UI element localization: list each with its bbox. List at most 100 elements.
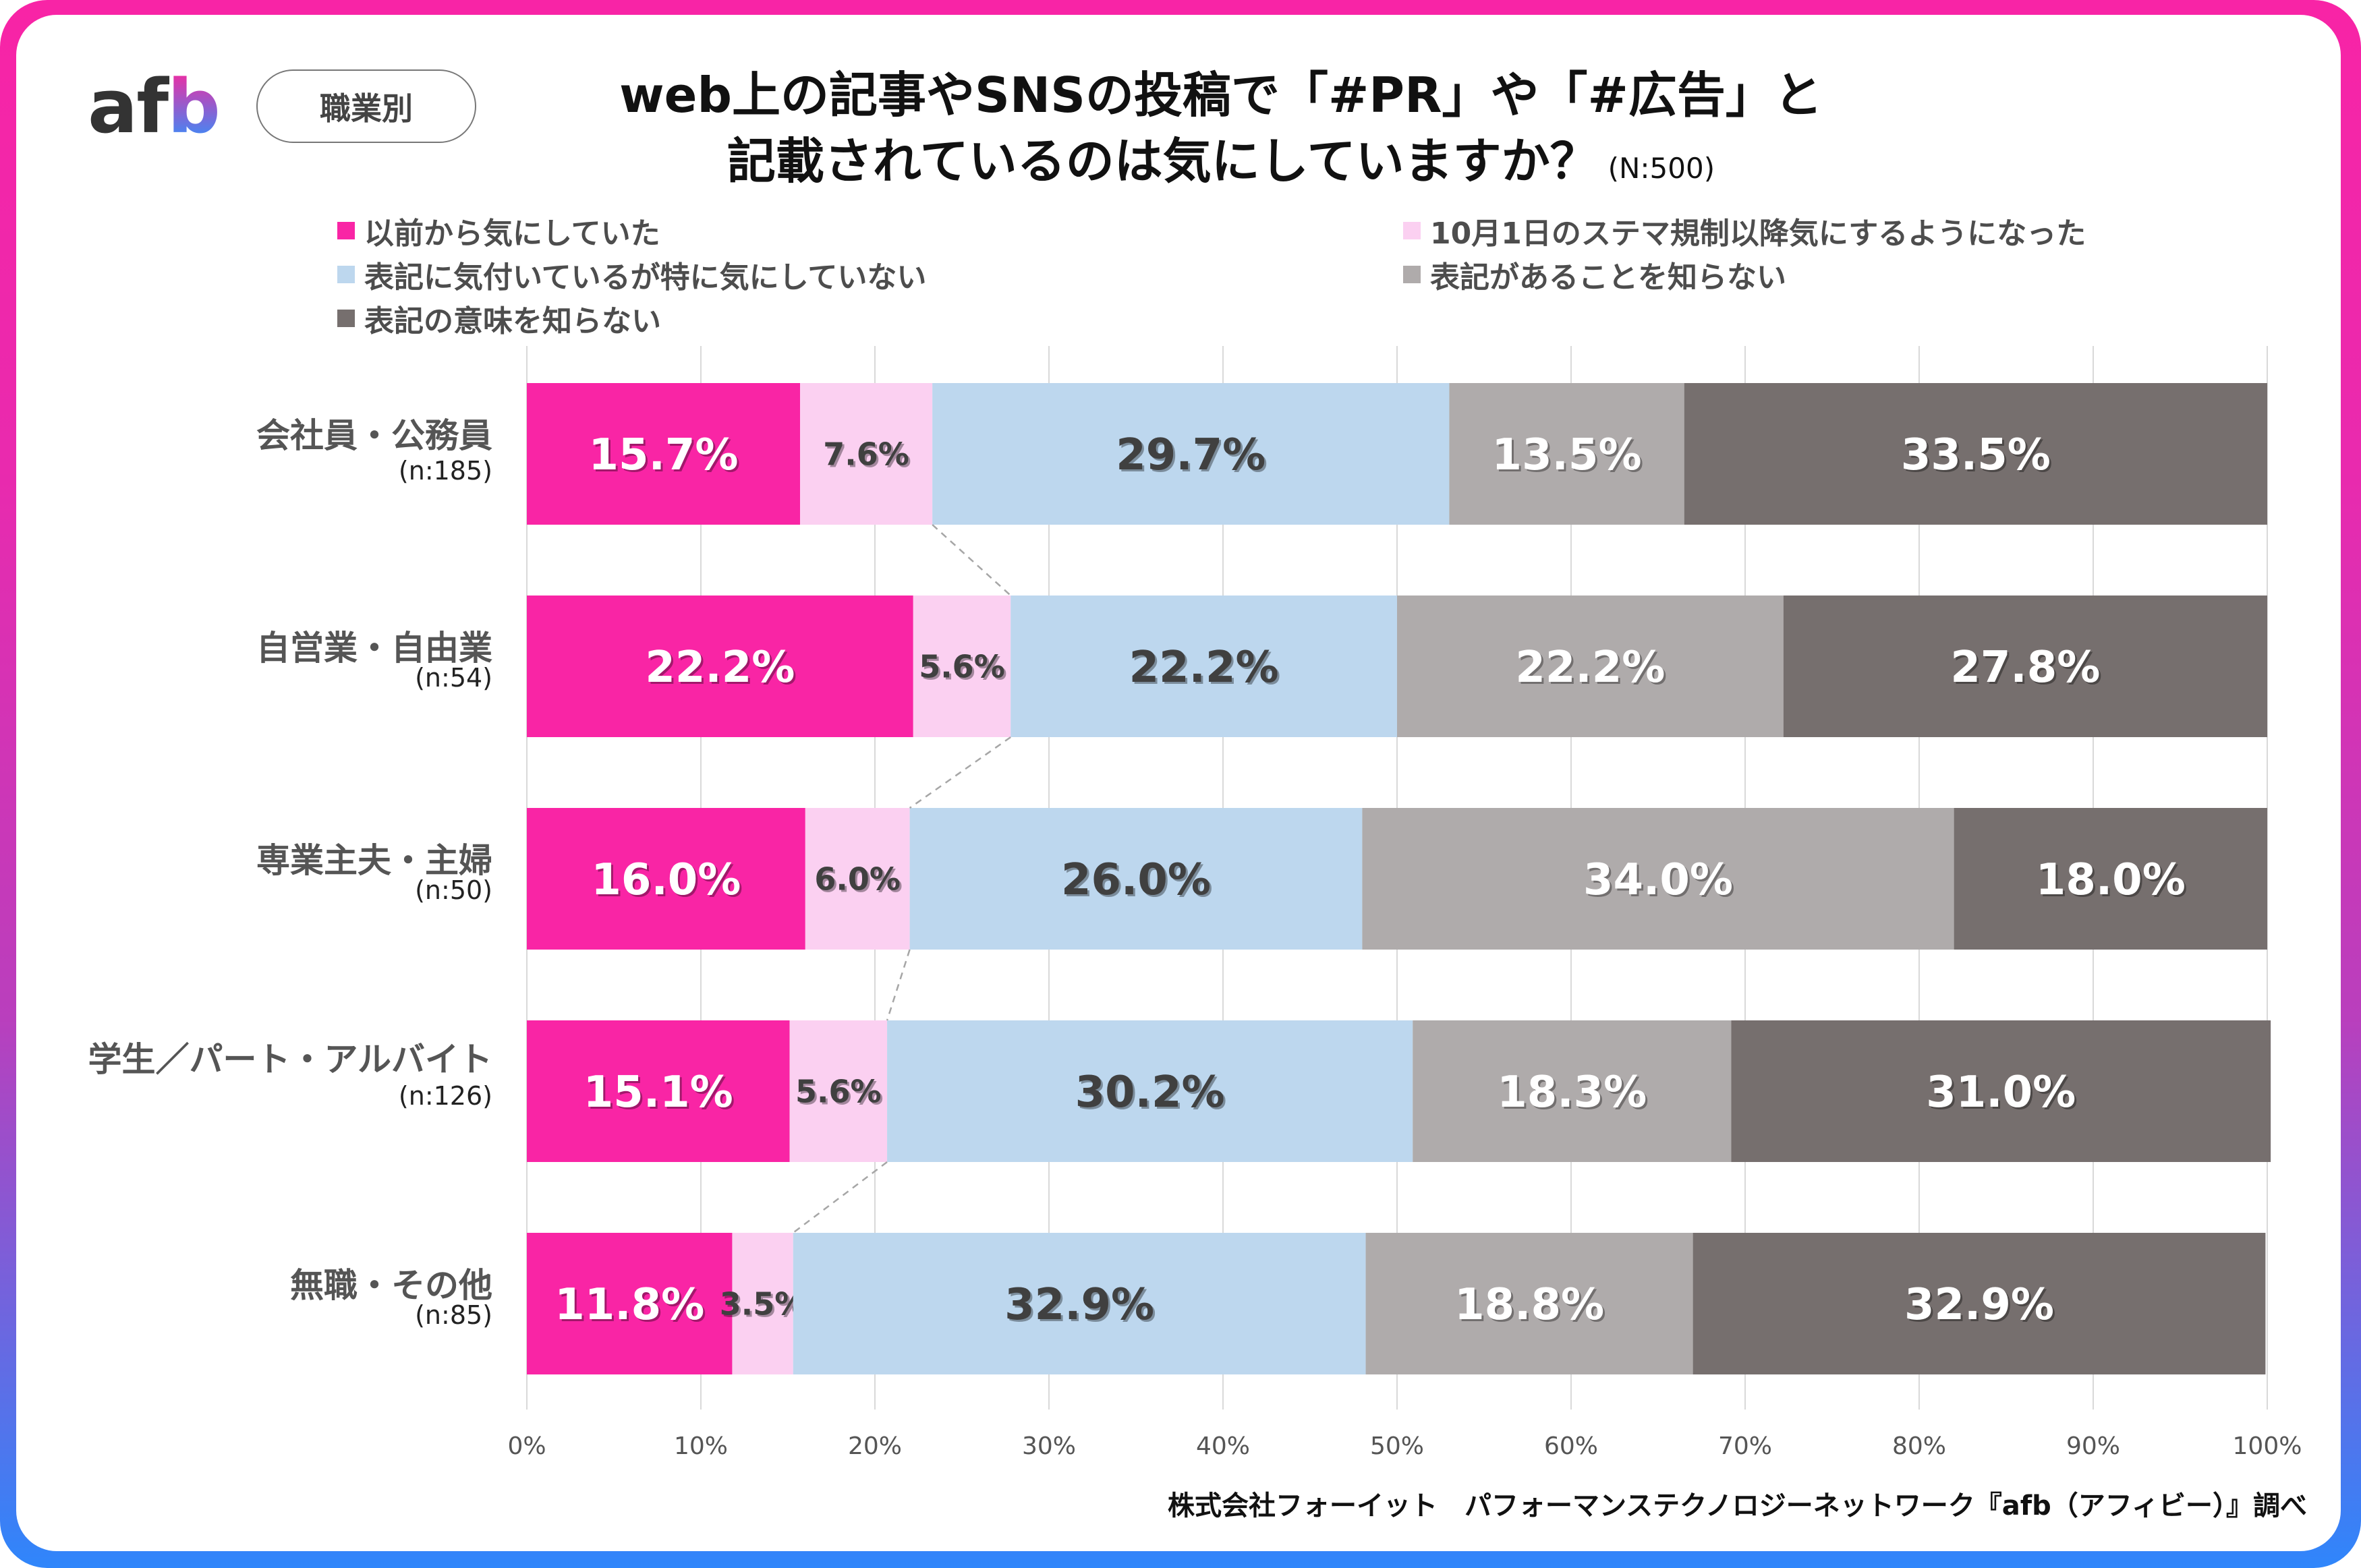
bar-segment (805, 808, 910, 950)
data-label-shadow: 22.2% (1517, 645, 1667, 695)
x-tick-label: 20% (847, 1432, 902, 1460)
data-label-shadow: 34.0% (1585, 857, 1735, 907)
bar-segment (1362, 808, 1954, 950)
series-connector-line (932, 524, 1012, 596)
bar-segment (527, 596, 913, 737)
data-label: 18.8% (1454, 1280, 1604, 1330)
bar-segment (913, 596, 1011, 737)
bar-segment (732, 1233, 793, 1374)
legend-item: 表記に気付いているが特に気にしていない (337, 253, 926, 296)
bar-segment (1684, 383, 2267, 525)
x-tick-label: 50% (1369, 1432, 1424, 1460)
legend-swatch (1403, 266, 1421, 283)
x-tick-label: 90% (2066, 1432, 2120, 1460)
bar-segment (527, 808, 805, 950)
legend-label: 以前から気にしていた (364, 216, 660, 251)
data-label-shadow: 22.2% (1131, 645, 1281, 695)
bar-segment (1692, 1233, 2266, 1374)
bar-segment (1449, 383, 1684, 525)
title-line-1: web上の記事やSNSの投稿で「#PR」や「#広告」と (619, 67, 1823, 123)
legend-swatch (1403, 222, 1421, 239)
data-label-shadow: 30.2% (1077, 1070, 1227, 1120)
legend-item: 表記の意味を知らない (337, 297, 661, 340)
chart-title: web上の記事やSNSの投稿で「#PR」や「#広告」と 記載されているのは気にし… (513, 62, 1929, 202)
category-label: 学生／パート・アルバイト (88, 1040, 493, 1079)
data-label-shadow: 15.7% (591, 432, 741, 482)
data-label-shadow: 11.8% (557, 1282, 706, 1332)
data-label-shadow: 18.0% (2038, 857, 2188, 907)
title-line-2: 記載されているのは気にしていますか？ (N:500) (513, 128, 1929, 202)
data-label-shadow: 32.9% (1906, 1282, 2056, 1332)
legend-swatch (337, 266, 355, 283)
data-label: 30.2% (1075, 1068, 1225, 1117)
series-connector-line (886, 949, 911, 1021)
data-label: 13.5% (1492, 430, 1642, 480)
data-label-shadow: 7.6% (825, 438, 911, 475)
x-tick-label: 100% (2232, 1432, 2302, 1460)
category-n: (n:54) (415, 663, 492, 693)
data-label: 33.5% (1901, 430, 2051, 480)
category-n: (n:126) (398, 1081, 492, 1111)
data-label-shadow: 5.6% (921, 651, 1007, 687)
x-tick-label: 30% (1021, 1432, 1076, 1460)
bar-segment (789, 1020, 888, 1162)
category-label: 専業主夫・主婦 (256, 841, 492, 880)
data-label: 22.2% (1129, 643, 1279, 693)
x-tick-label: 80% (1891, 1432, 1946, 1460)
data-label: 31.0% (1926, 1068, 2076, 1117)
x-tick-label: 60% (1543, 1432, 1598, 1460)
data-label: 11.8% (554, 1280, 704, 1330)
bar-segment (1731, 1020, 2271, 1162)
afb-logo: af b (88, 63, 221, 150)
data-label: 34.0% (1583, 855, 1733, 905)
data-label-shadow: 26.0% (1063, 857, 1213, 907)
data-label: 18.0% (2036, 855, 2186, 905)
data-label-shadow: 15.1% (586, 1070, 735, 1120)
logo-text-b: b (167, 63, 221, 150)
title-line-2-text: 記載されているのは気にしていますか？ (727, 133, 1599, 190)
bar-segment (932, 383, 1450, 525)
bar-segment (1413, 1020, 1732, 1162)
bar-segment (527, 1233, 733, 1374)
data-label: 16.0% (591, 855, 741, 905)
bar-segment (1783, 596, 2267, 737)
data-label-shadow: 22.2% (647, 645, 797, 695)
series-connector-line (792, 1161, 888, 1233)
data-label: 29.7% (1116, 430, 1265, 480)
data-label-shadow: 18.3% (1499, 1070, 1649, 1120)
bar-segment (909, 808, 1363, 950)
data-label: 6.0% (814, 861, 901, 898)
bar-segment (1011, 596, 1397, 737)
category-n: (n:50) (415, 875, 492, 905)
category-label: 自営業・自由業 (256, 629, 492, 668)
data-label: 18.3% (1497, 1068, 1647, 1117)
data-label: 22.2% (1515, 643, 1665, 693)
bar-segment (527, 383, 801, 525)
legend-label: 10月1日のステマ規制以降気にするようになった (1430, 216, 2086, 251)
legend-item: 10月1日のステマ規制以降気にするようになった (1403, 209, 2086, 252)
legend-swatch (337, 222, 355, 239)
logo-text-af: af (88, 63, 169, 150)
bar-segment (1954, 808, 2267, 950)
x-tick-label: 40% (1195, 1432, 1250, 1460)
legend-label: 表記に気付いているが特に気にしていない (364, 260, 927, 295)
data-label-shadow: 5.6% (797, 1076, 884, 1112)
data-label: 7.6% (823, 436, 909, 473)
category-n: (n:85) (415, 1300, 492, 1330)
x-tick-label: 70% (1717, 1432, 1772, 1460)
data-label-shadow: 6.0% (816, 863, 903, 900)
source-credit: 株式会社フォーイット パフォーマンステクノロジーネットワーク『afb（アフィビー… (1167, 1490, 2307, 1521)
bar-segment (1397, 596, 1784, 737)
bar-segment (1365, 1233, 1693, 1374)
category-label: 無職・その他 (290, 1266, 492, 1305)
legend-swatch (337, 310, 355, 327)
data-label: 5.6% (919, 649, 1005, 685)
data-label: 15.1% (584, 1068, 733, 1117)
data-label-shadow: 16.0% (593, 857, 743, 907)
data-label-shadow: 33.5% (1903, 432, 2053, 482)
data-label: 32.9% (1004, 1280, 1154, 1330)
data-label: 22.2% (645, 643, 795, 693)
data-label: 15.7% (589, 430, 739, 480)
series-connector-line (909, 736, 1011, 809)
